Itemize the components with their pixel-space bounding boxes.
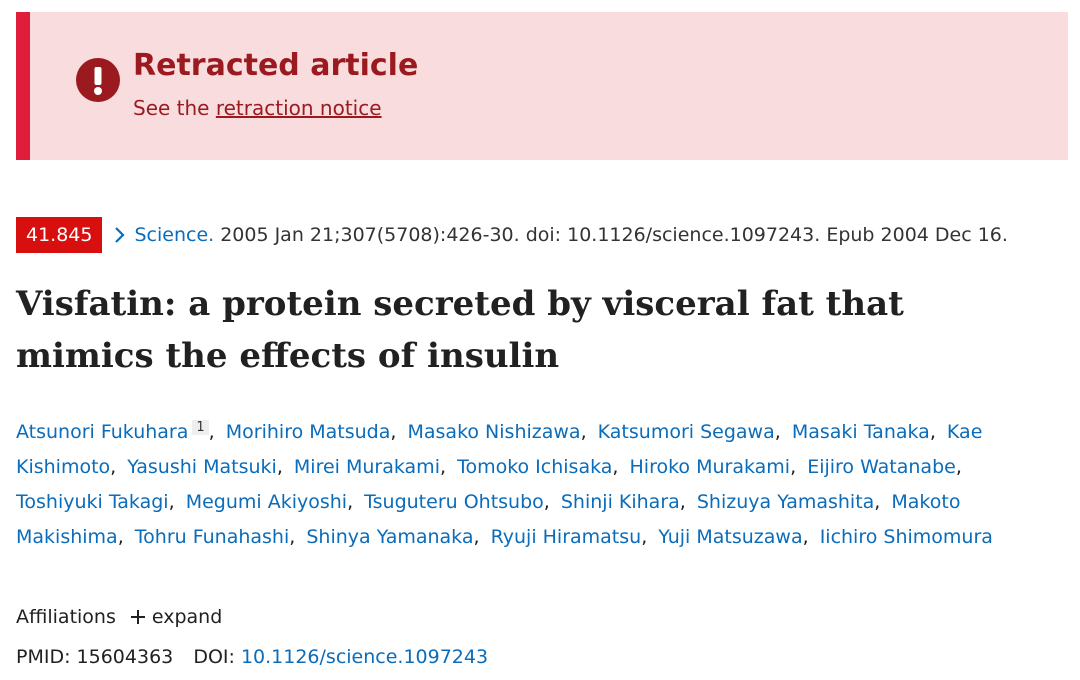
- journal-link[interactable]: Science.: [134, 224, 215, 246]
- separator: ,: [473, 526, 480, 548]
- chevron-icon: [115, 227, 126, 243]
- separator: ,: [208, 421, 215, 443]
- author-link[interactable]: Shinya Yamanaka: [306, 526, 474, 548]
- retraction-link[interactable]: retraction notice: [215, 96, 382, 120]
- separator: ,: [802, 526, 809, 548]
- doi-link[interactable]: 10.1126/science.1097243: [240, 646, 489, 668]
- author-link[interactable]: Katsumori Segawa: [597, 421, 775, 443]
- separator: ,: [790, 456, 797, 478]
- pmid-label: PMID:: [16, 646, 71, 668]
- author-link[interactable]: Morihiro Matsuda: [225, 421, 391, 443]
- citation-details: 2005 Jan 21;307(5708):426-30. doi: 10.11…: [220, 224, 1008, 246]
- separator: ,: [117, 526, 124, 548]
- separator: ,: [543, 491, 550, 513]
- separator: ,: [641, 526, 648, 548]
- author-link[interactable]: Tomoko Ichisaka: [457, 456, 613, 478]
- banner-text: See the retraction notice: [133, 96, 382, 120]
- separator: ,: [289, 526, 296, 548]
- impact-badge: 41.845: [16, 217, 103, 253]
- author-link[interactable]: Tsuguteru Ohtsubo: [364, 491, 544, 513]
- author-link[interactable]: Shinji Kihara: [560, 491, 680, 513]
- affiliation-ref[interactable]: 1: [192, 420, 209, 435]
- banner-title: Retracted article: [133, 48, 419, 83]
- identifiers: PMID: 15604363 DOI: 10.1126/science.1097…: [16, 646, 488, 668]
- author-list: Atsunori Fukuhara 1, Morihiro Matsuda, Ma…: [16, 410, 1056, 555]
- author-link[interactable]: Shizuya Yamashita: [696, 491, 875, 513]
- separator: ,: [580, 421, 587, 443]
- author-link[interactable]: Eijiro Watanabe: [807, 456, 956, 478]
- retraction-banner: Retracted article See the retraction not…: [16, 12, 1068, 160]
- separator: ,: [612, 456, 619, 478]
- author-link[interactable]: Tohru Funahashi: [134, 526, 290, 548]
- author-link[interactable]: Iichiro Shimomura: [819, 526, 993, 548]
- author-link[interactable]: Atsunori Fukuhara: [16, 421, 189, 443]
- doi-label: DOI:: [193, 646, 235, 668]
- author-link[interactable]: Ryuji Hiramatsu: [490, 526, 642, 548]
- author-link[interactable]: Masaki Tanaka: [791, 421, 930, 443]
- separator: ,: [168, 491, 175, 513]
- separator: ,: [929, 421, 936, 443]
- affiliations-label: Affiliations: [16, 606, 116, 628]
- separator: ,: [679, 491, 686, 513]
- citation: 41.845 Science. 2005 Jan 21;307(5708):42…: [16, 217, 1008, 253]
- author-link[interactable]: Hiroko Murakami: [629, 456, 791, 478]
- author-link[interactable]: Toshiyuki Takagi: [16, 491, 169, 513]
- author-link[interactable]: Megumi Akiyoshi: [185, 491, 348, 513]
- expand-toggle[interactable]: expand: [151, 606, 223, 628]
- separator: ,: [774, 421, 781, 443]
- affiliations: Affiliations expand: [16, 606, 222, 628]
- author-link[interactable]: Yuji Matsuzawa: [658, 526, 803, 548]
- plus-icon[interactable]: [130, 609, 146, 625]
- author-link[interactable]: Mirei Murakami: [293, 456, 440, 478]
- separator: ,: [874, 491, 881, 513]
- banner-prefix: See the: [133, 96, 210, 120]
- separator: ,: [390, 421, 397, 443]
- separator: ,: [439, 456, 447, 478]
- author-link[interactable]: Masako Nishizawa: [407, 421, 581, 443]
- article-title: Visfatin: a protein secreted by visceral…: [16, 284, 904, 376]
- author-link[interactable]: Kae Kishimoto: [16, 421, 983, 478]
- separator: ,: [955, 456, 962, 478]
- author-link[interactable]: Yasushi Matsuki: [127, 456, 277, 478]
- author-link[interactable]: Makoto Makishima: [16, 491, 961, 548]
- alert-icon: [76, 58, 120, 102]
- pmid: 15604363: [76, 646, 174, 668]
- separator: ,: [110, 456, 117, 478]
- separator: ,: [347, 491, 354, 513]
- separator: ,: [276, 456, 283, 478]
